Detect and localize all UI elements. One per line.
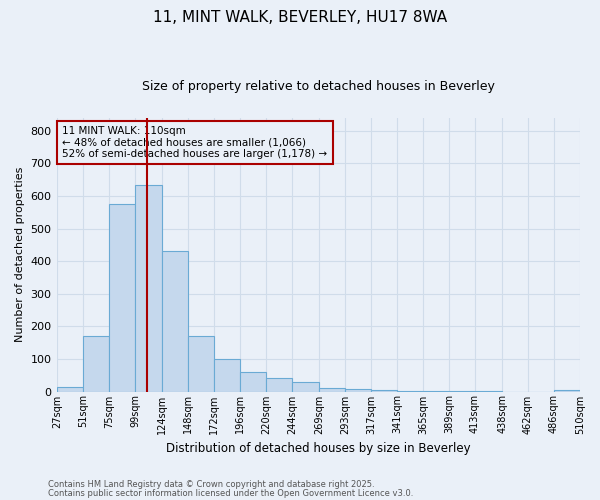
Bar: [397, 390, 423, 392]
Bar: [109, 204, 135, 392]
Bar: [83, 336, 109, 392]
Bar: [423, 390, 449, 392]
X-axis label: Distribution of detached houses by size in Beverley: Distribution of detached houses by size …: [166, 442, 471, 455]
Bar: [188, 336, 214, 392]
Bar: [135, 184, 162, 392]
Bar: [240, 372, 266, 392]
Bar: [266, 378, 292, 392]
Bar: [292, 382, 319, 392]
Bar: [319, 388, 345, 392]
Title: Size of property relative to detached houses in Beverley: Size of property relative to detached ho…: [142, 80, 495, 93]
Bar: [214, 359, 240, 392]
Bar: [554, 390, 580, 392]
Text: 11, MINT WALK, BEVERLEY, HU17 8WA: 11, MINT WALK, BEVERLEY, HU17 8WA: [153, 10, 447, 25]
Bar: [57, 386, 83, 392]
Bar: [449, 391, 475, 392]
Text: 11 MINT WALK: 110sqm
← 48% of detached houses are smaller (1,066)
52% of semi-de: 11 MINT WALK: 110sqm ← 48% of detached h…: [62, 126, 328, 159]
Bar: [345, 389, 371, 392]
Bar: [162, 252, 188, 392]
Bar: [371, 390, 397, 392]
Text: Contains public sector information licensed under the Open Government Licence v3: Contains public sector information licen…: [48, 488, 413, 498]
Y-axis label: Number of detached properties: Number of detached properties: [15, 167, 25, 342]
Bar: [475, 391, 502, 392]
Text: Contains HM Land Registry data © Crown copyright and database right 2025.: Contains HM Land Registry data © Crown c…: [48, 480, 374, 489]
